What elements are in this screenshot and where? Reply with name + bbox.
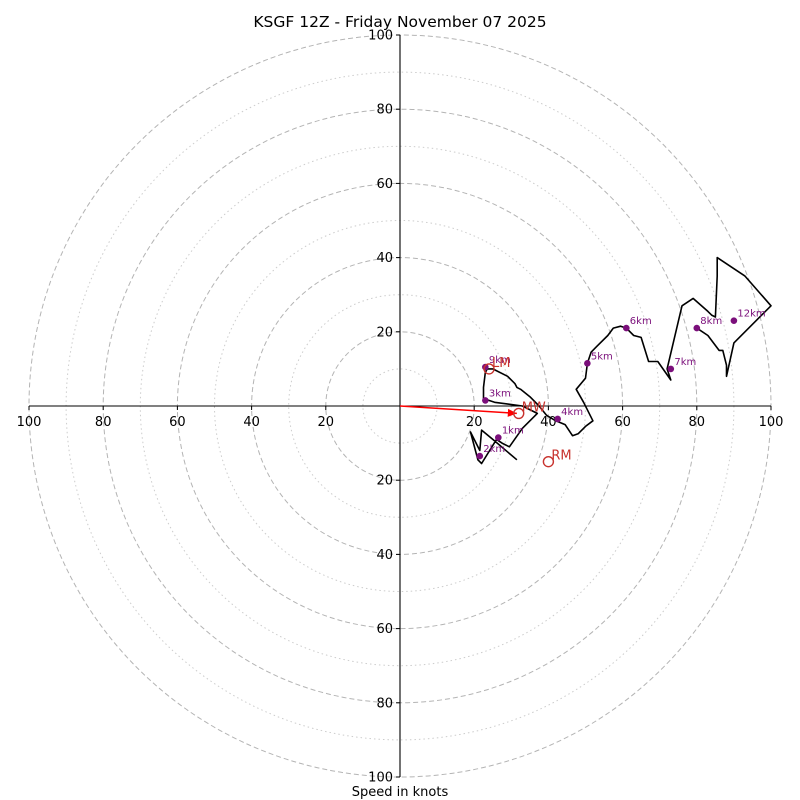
x-tick-label: 20 [318, 415, 335, 430]
x-tick-labels: 100 80 60 40 20 20 40 60 80 100 [17, 406, 784, 430]
x-tick-label: 20 [466, 415, 483, 430]
x-tick-label: 100 [17, 415, 42, 430]
height-label-1km: 1km [502, 426, 524, 437]
y-tick-label: 20 [376, 325, 393, 340]
y-tick-label: 100 [368, 29, 393, 44]
height-marker-7km [667, 365, 675, 373]
storm-motion-label-rm: RM [551, 449, 571, 464]
storm-motion-marker-lm [483, 363, 495, 375]
height-label-6km: 6km [630, 316, 652, 327]
height-label-3km: 3km [489, 388, 511, 399]
x-tick-label: 60 [169, 415, 186, 430]
y-tick-label: 40 [376, 548, 393, 563]
y-tick-label: 60 [376, 622, 393, 637]
wind-trace-line [469, 256, 772, 465]
shear-vector-arrowhead [507, 408, 517, 417]
height-marker-3km [482, 397, 489, 404]
height-marker-6km [623, 324, 630, 332]
height-label-4km: 4km [561, 407, 583, 418]
height-marker-2km [476, 452, 484, 460]
storm-motion-markers: LM MW RM [483, 356, 572, 468]
y-tick-label: 60 [376, 177, 393, 192]
height-marker-5km [584, 360, 591, 367]
height-label-5km: 5km [591, 351, 613, 362]
chart-title: KSGF 12Z - Friday November 07 2025 [253, 13, 546, 31]
height-label-8km: 8km [700, 316, 722, 327]
storm-motion-label-mw: MW [522, 400, 546, 415]
shear-vector [399, 405, 517, 417]
y-tick-labels: 100 80 60 40 20 20 40 60 80 100 [368, 29, 400, 786]
y-tick-label: 80 [376, 696, 393, 711]
shear-vector-line [399, 405, 517, 415]
y-tick-label: 20 [376, 474, 393, 489]
height-label-9km: 9km [489, 355, 511, 366]
x-tick-label: 80 [95, 415, 112, 430]
height-label-2km: 2km [483, 444, 505, 455]
x-tick-label: 100 [759, 415, 784, 430]
height-marker-8km [693, 324, 701, 332]
y-tick-label: 80 [376, 103, 393, 118]
height-marker-12km [730, 317, 738, 324]
storm-motion-marker-mw [513, 407, 525, 420]
y-tick-label: 100 [368, 771, 393, 786]
height-marker-4km [554, 415, 561, 423]
height-marker-1km [495, 434, 502, 441]
height-label-7km: 7km [674, 357, 696, 368]
x-tick-label: 40 [243, 415, 260, 430]
height-label-12km: 12km [737, 309, 765, 320]
y-tick-label: 40 [376, 251, 393, 266]
x-tick-label: 60 [614, 415, 631, 430]
storm-motion-marker-rm [542, 455, 555, 468]
storm-motion-label-lm: LM [492, 356, 510, 371]
height-markers: 1km 2km 3km 4km 5km 6km 7km 8km 9km 12km [476, 309, 766, 460]
x-axis-label: Speed in knots [352, 785, 449, 800]
x-tick-label: 80 [689, 415, 706, 430]
